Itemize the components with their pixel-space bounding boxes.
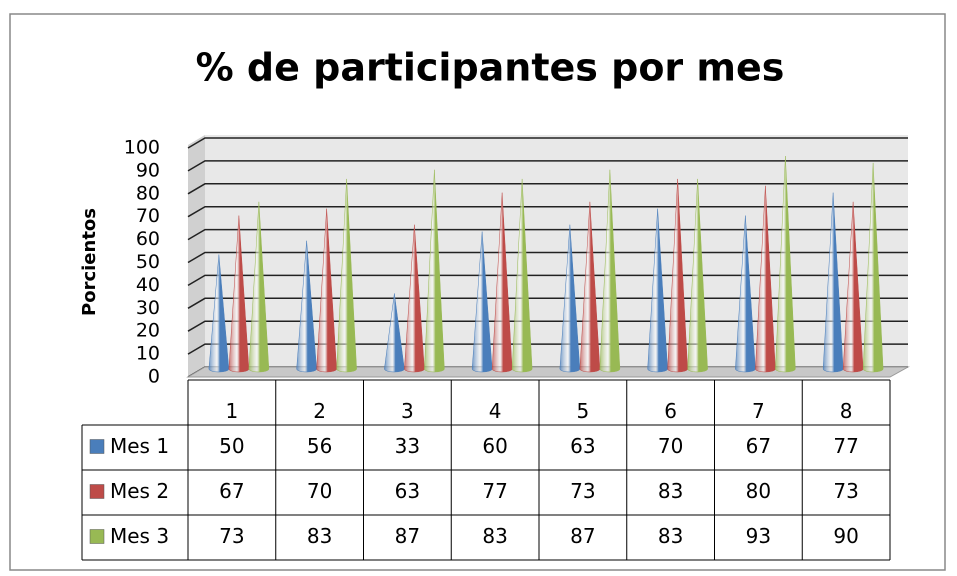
y-tick-label: 60 (136, 228, 160, 250)
x-tick-label: 1 (226, 399, 239, 423)
grid-line (187, 160, 908, 172)
table-value: 67 (219, 479, 244, 503)
table-value: 63 (570, 434, 595, 458)
table-value: 80 (746, 479, 771, 503)
table-value: 87 (570, 524, 595, 548)
x-tick-label: 3 (401, 399, 414, 423)
x-tick-label: 7 (752, 399, 765, 423)
y-tick-label: 0 (148, 366, 160, 388)
table-value: 87 (395, 524, 420, 548)
table-value: 73 (833, 479, 858, 503)
legend-swatch (89, 484, 105, 499)
cone (336, 178, 357, 373)
table-value: 70 (658, 434, 683, 458)
cone (511, 178, 533, 373)
y-tick-label: 20 (136, 320, 160, 342)
table-value: 83 (658, 524, 683, 548)
table-value: 77 (833, 434, 858, 458)
table-value: 73 (570, 479, 595, 503)
y-tick-label: 70 (136, 205, 160, 227)
table-value: 83 (482, 524, 507, 548)
y-tick-label: 40 (136, 274, 160, 296)
cone (775, 156, 796, 373)
x-tick-label: 8 (840, 399, 853, 423)
table-value: 73 (219, 524, 244, 548)
legend-label: Mes 3 (110, 524, 169, 548)
y-tick-label: 50 (136, 251, 160, 273)
floor (186, 366, 910, 378)
legend-swatch (89, 529, 105, 544)
x-tick-label: 5 (577, 399, 590, 423)
table-value: 90 (833, 524, 858, 548)
plot-wall (188, 135, 908, 377)
cone (862, 162, 884, 373)
cone (248, 201, 270, 373)
table-value: 83 (658, 479, 683, 503)
y-tick-label: 10 (136, 343, 160, 365)
y-tick-label: 90 (136, 159, 160, 181)
grid-line (187, 205, 908, 218)
side-wall (188, 135, 205, 377)
table-value: 50 (219, 434, 244, 458)
table-value: 60 (482, 434, 507, 458)
x-tick-label: 4 (489, 399, 502, 423)
cone (599, 169, 621, 373)
grid-line (187, 228, 908, 241)
table-value: 70 (307, 479, 332, 503)
table-value: 56 (307, 434, 332, 458)
grid-line (187, 183, 908, 195)
legend-label: Mes 1 (110, 434, 169, 458)
table-value: 33 (395, 434, 420, 458)
x-tick-label: 2 (313, 399, 326, 423)
chart-title: % de participantes por mes (196, 46, 785, 90)
y-tick-label: 80 (136, 182, 160, 204)
table-value: 93 (746, 524, 771, 548)
cone (424, 169, 445, 373)
legend-swatch (89, 439, 105, 454)
table-value: 83 (307, 524, 332, 548)
y-tick-label: 30 (136, 297, 160, 319)
grid-line (187, 137, 908, 149)
x-tick-label: 6 (664, 399, 677, 423)
legend-label: Mes 2 (110, 479, 169, 503)
y-axis-label: Porcientos (79, 208, 100, 316)
table-value: 77 (482, 479, 507, 503)
table-value: 67 (746, 434, 771, 458)
cone (687, 178, 708, 373)
table-value: 63 (395, 479, 420, 503)
y-tick-label: 100 (124, 137, 160, 159)
